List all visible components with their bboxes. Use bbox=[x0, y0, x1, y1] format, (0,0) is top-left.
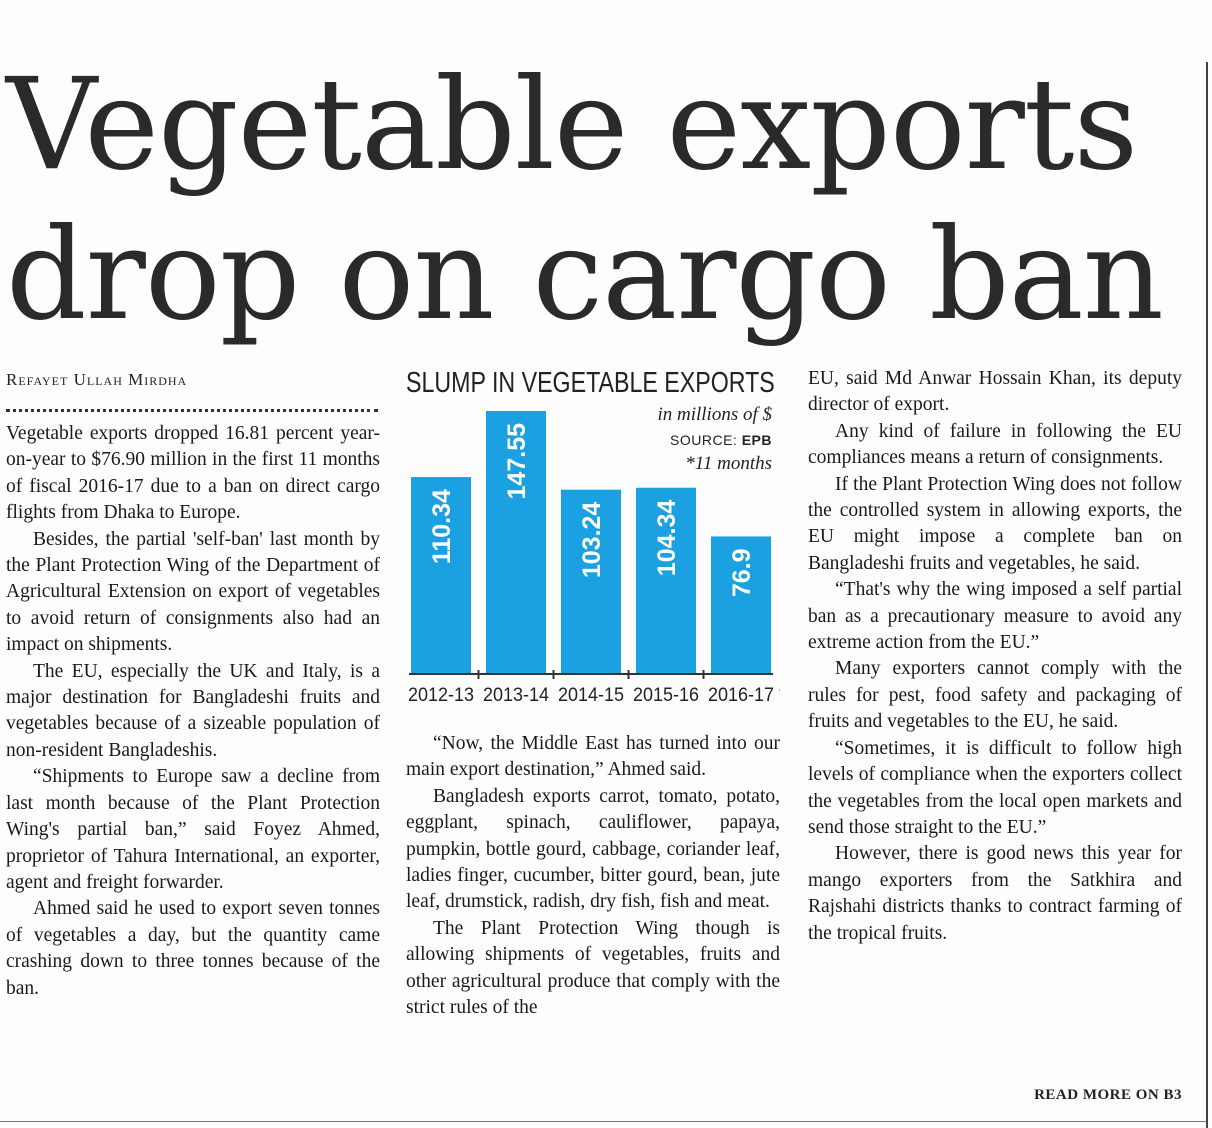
article-column-1: Vegetable exports dropped 16.81 percent … bbox=[6, 421, 380, 1002]
paragraph: The EU, especially the UK and Italy, is … bbox=[6, 660, 380, 761]
paragraph: “That's why the wing imposed a self part… bbox=[808, 579, 1182, 654]
bar-data-label: 147.55 bbox=[503, 423, 531, 500]
paragraph: However, there is good news this year fo… bbox=[808, 843, 1182, 944]
x-tick-label: 2016-17 * bbox=[708, 685, 780, 706]
bar-data-label: 104.34 bbox=[653, 500, 681, 577]
read-more-link[interactable]: READ MORE ON B3 bbox=[1034, 1087, 1182, 1103]
byline-divider bbox=[6, 409, 378, 412]
headline: Vegetable exports drop on cargo ban bbox=[6, 50, 1196, 350]
bar-data-label: 76.9 bbox=[728, 548, 756, 597]
paragraph: Bangladesh exports carrot, tomato, potat… bbox=[406, 785, 780, 913]
page-edge-rule bbox=[1206, 62, 1208, 1128]
byline: Refayet Ullah Mirdha bbox=[6, 370, 188, 389]
chart-source-label: SOURCE: bbox=[670, 432, 742, 448]
paragraph: “Shipments to Europe saw a decline from … bbox=[6, 766, 380, 893]
paragraph: The Plant Protection Wing though is allo… bbox=[406, 917, 780, 1019]
x-tick-label: 2013-14 bbox=[483, 685, 549, 706]
x-tick-label: 2014-15 bbox=[558, 685, 624, 706]
bar-2015-16 bbox=[636, 487, 696, 673]
paragraph: Vegetable exports dropped 16.81 percent … bbox=[6, 423, 380, 524]
bar-data-label: 110.34 bbox=[428, 489, 456, 564]
page-bottom-rule bbox=[0, 1121, 1206, 1122]
x-tick-label: 2012-13 bbox=[408, 685, 474, 706]
bar-data-label: 103.24 bbox=[578, 502, 606, 579]
article-column-2: “Now, the Middle East has turned into ou… bbox=[406, 731, 780, 1021]
bar-chart: 110.34 2012-13 147.55 2013-14 103.24 2014-15 1… bbox=[408, 411, 780, 706]
chart-footnote: *11 months bbox=[685, 453, 772, 474]
paragraph: “Now, the Middle East has turned into ou… bbox=[406, 733, 780, 781]
paragraph: Many exporters cannot comply with the ru… bbox=[808, 658, 1182, 733]
bar-2016-17 bbox=[711, 536, 771, 673]
chart-title: SLUMP IN VEGETABLE EXPORTS bbox=[406, 367, 775, 399]
chart-source: SOURCE: EPB bbox=[600, 432, 772, 448]
bar-2013-14 bbox=[486, 411, 546, 673]
headline-line-1: Vegetable exports bbox=[6, 51, 1138, 198]
paragraph: Ahmed said he used to export seven tonne… bbox=[6, 898, 380, 999]
x-tick-label: 2015-16 bbox=[633, 685, 699, 706]
article-column-3: EU, said Md Anwar Hossain Khan, its depu… bbox=[808, 366, 1182, 947]
paragraph: If the Plant Protection Wing does not fo… bbox=[808, 473, 1182, 574]
chart-unit: in millions of $ bbox=[657, 404, 772, 425]
paragraph: Besides, the partial 'self-ban' last mon… bbox=[6, 528, 380, 656]
paragraph: “Sometimes, it is difficult to follow hi… bbox=[808, 737, 1182, 838]
chart-source-name: EPB bbox=[741, 432, 772, 448]
bar-2012-13 bbox=[411, 477, 471, 673]
bar-2014-15 bbox=[561, 489, 621, 673]
headline-line-2: drop on cargo ban bbox=[6, 201, 1164, 348]
paragraph: Any kind of failure in following the EU … bbox=[808, 420, 1182, 469]
paragraph: EU, said Md Anwar Hossain Khan, its depu… bbox=[808, 368, 1182, 416]
